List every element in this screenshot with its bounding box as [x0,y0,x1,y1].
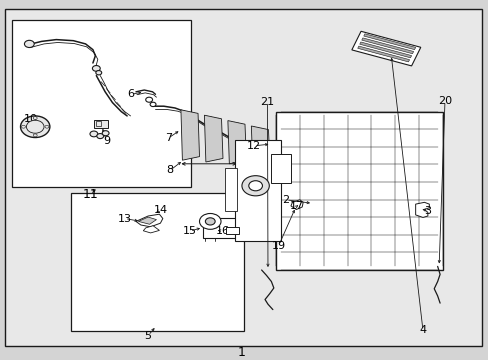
Text: 14: 14 [153,204,167,215]
Circle shape [145,97,152,102]
Text: 17: 17 [290,201,304,211]
Polygon shape [138,217,156,224]
Text: 21: 21 [260,96,274,107]
Circle shape [248,181,262,191]
Circle shape [92,66,100,71]
Text: 2: 2 [282,195,289,205]
Circle shape [97,134,103,139]
Bar [71,193,244,331]
Text: 20: 20 [437,96,451,106]
Circle shape [205,218,215,225]
Circle shape [33,134,37,137]
Bar [96,121,101,126]
Circle shape [90,131,98,137]
Polygon shape [290,200,303,210]
Text: 19: 19 [271,240,285,251]
Text: 16: 16 [215,226,229,236]
Circle shape [242,176,269,196]
Circle shape [24,40,34,48]
Text: 5: 5 [144,330,151,341]
Polygon shape [251,126,269,166]
Polygon shape [415,202,428,217]
Polygon shape [143,226,159,233]
Bar [224,168,237,211]
Text: 9: 9 [103,136,110,146]
Bar [12,20,190,187]
Bar [276,112,442,270]
Circle shape [96,71,102,75]
Circle shape [199,213,221,229]
Bar [271,154,290,183]
Polygon shape [136,214,163,227]
Polygon shape [359,42,411,58]
Text: 15: 15 [183,226,196,236]
Text: 7: 7 [165,133,172,143]
Text: 4: 4 [419,325,426,336]
Text: 10: 10 [24,114,38,124]
Circle shape [45,125,49,128]
Circle shape [26,120,44,133]
Polygon shape [204,115,223,162]
Polygon shape [357,46,409,62]
Circle shape [21,125,25,128]
Circle shape [20,116,50,138]
Circle shape [102,131,109,136]
Polygon shape [351,31,420,66]
Circle shape [33,117,37,120]
Polygon shape [227,121,246,164]
Text: 12: 12 [247,141,261,151]
Text: 13: 13 [118,213,131,224]
Text: 11: 11 [82,188,98,201]
Polygon shape [361,38,413,54]
Text: 3: 3 [424,206,430,216]
Polygon shape [363,34,415,50]
Circle shape [150,102,156,107]
Text: 6: 6 [127,89,134,99]
Polygon shape [181,110,199,160]
Bar [94,120,108,128]
Text: 1: 1 [238,346,245,359]
Bar [234,140,281,241]
Bar [203,218,236,238]
Text: 8: 8 [166,165,173,175]
Text: 18: 18 [204,213,218,224]
Bar [226,227,238,234]
